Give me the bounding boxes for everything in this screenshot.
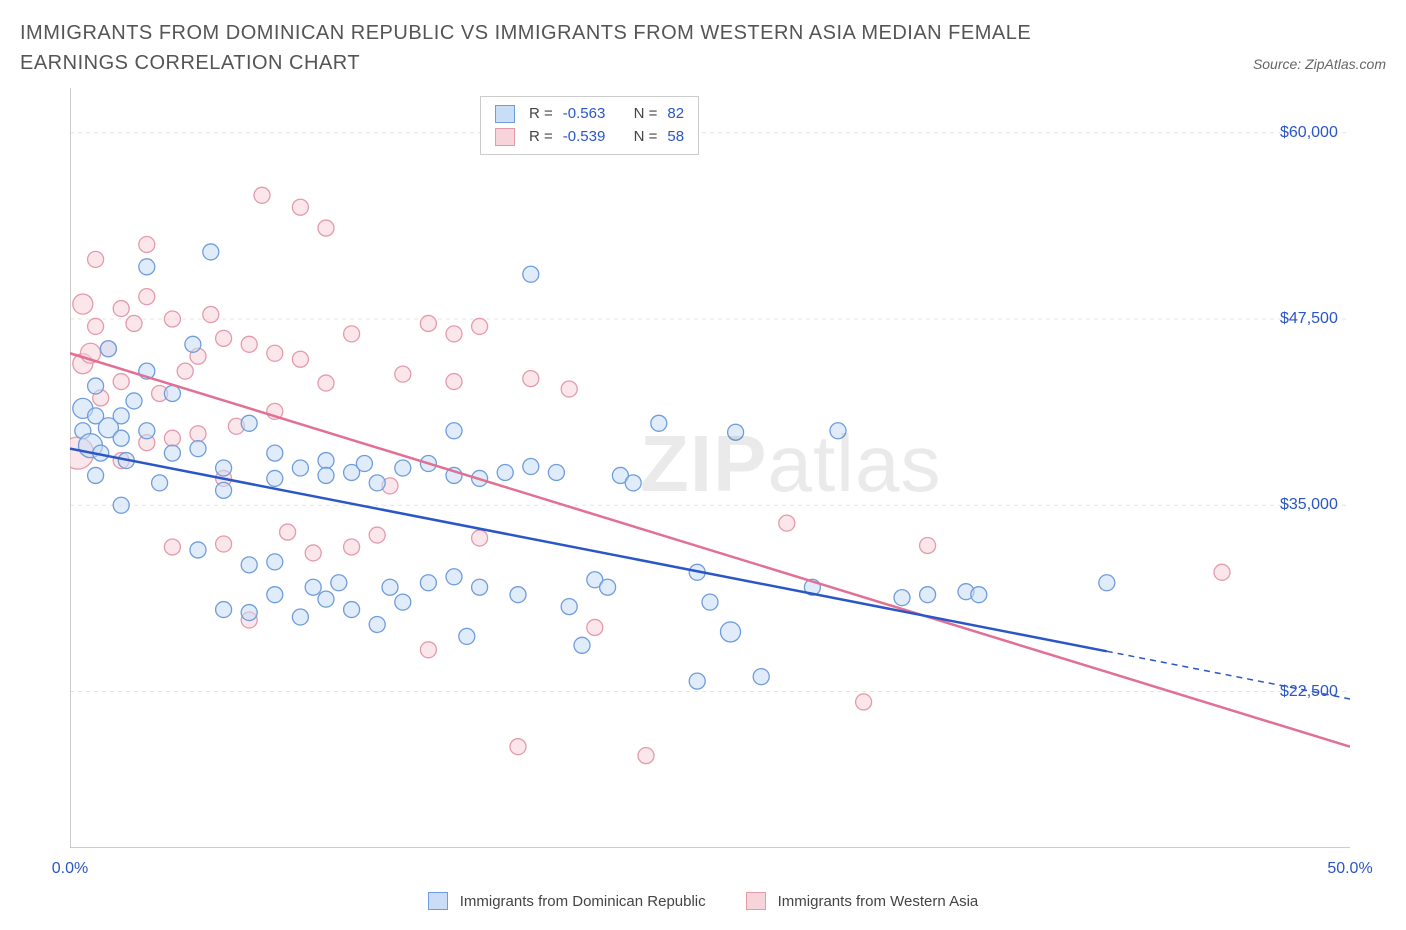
series-legend-item: Immigrants from Western Asia xyxy=(746,892,979,910)
scatter-plot xyxy=(70,88,1350,848)
y-tick-label: $47,500 xyxy=(1280,310,1338,328)
chart-title: IMMIGRANTS FROM DOMINICAN REPUBLIC VS IM… xyxy=(20,18,1120,78)
y-tick-label: $35,000 xyxy=(1280,496,1338,514)
x-tick-label: 50.0% xyxy=(1327,860,1372,878)
y-tick-label: $22,500 xyxy=(1280,683,1338,701)
stats-legend-row: R =-0.539 N =58 xyxy=(495,126,684,149)
stats-legend-row: R =-0.563 N =82 xyxy=(495,103,684,126)
chart-container: Median Female Earnings ZIPatlas R =-0.56… xyxy=(20,88,1386,888)
series-legend-item: Immigrants from Dominican Republic xyxy=(428,892,706,910)
stats-legend: R =-0.563 N =82R =-0.539 N =58 xyxy=(480,96,699,155)
source-label: Source: ZipAtlas.com xyxy=(1253,56,1386,78)
y-tick-label: $60,000 xyxy=(1280,124,1338,142)
x-tick-label: 0.0% xyxy=(52,860,88,878)
series-legend: Immigrants from Dominican Republic Immigr… xyxy=(20,892,1386,910)
